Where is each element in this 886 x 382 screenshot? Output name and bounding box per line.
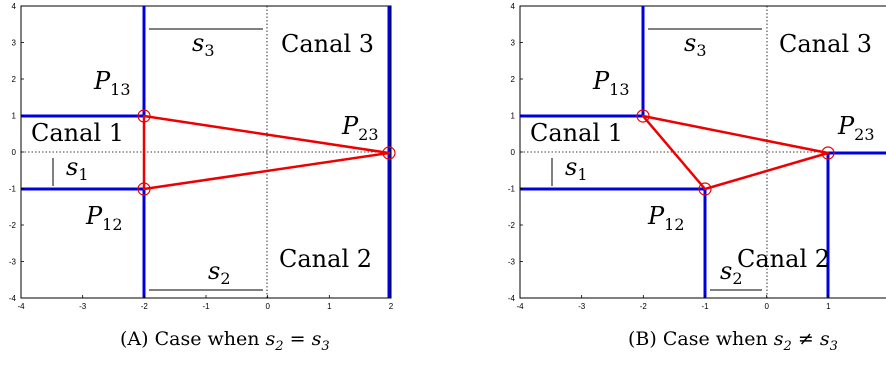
panel-a-p23-label: P23 [341, 112, 379, 144]
y-tick-label: 4 [12, 2, 17, 11]
caption-a-text: Case when [154, 328, 260, 350]
panel-a-s2-label: s2 [208, 257, 231, 288]
y-tick-label: 1 [511, 112, 516, 121]
panel-b: Canal 1 Canal 2 Canal 3 P13 P12 P23 s1 s… [508, 2, 886, 311]
caption-b: (B) Case when s2 ≠ s3 [628, 328, 838, 354]
caption-a-lhs: s2 [265, 328, 284, 354]
y-tick-label: 2 [511, 75, 516, 84]
y-tick-label: -1 [9, 185, 17, 194]
panel-a-p13-label: P13 [93, 67, 131, 99]
caption-a: (A) Case when s2 = s3 [120, 328, 330, 354]
panel-a: Canal 1 Canal 2 Canal 3 P13 P12 P23 s1 s… [9, 2, 396, 311]
x-tick-label: 1 [826, 302, 831, 311]
y-tick-label: -2 [9, 221, 17, 230]
panel-a-point-p12 [137, 182, 151, 196]
x-tick-label: -2 [141, 302, 149, 311]
x-tick-label: -2 [640, 302, 648, 311]
caption-b-text: Case when [662, 328, 768, 350]
panel-a-canal1-label: Canal 1 [31, 119, 124, 147]
panel-b-ticks: -4 -3 -2 -1 0 1 4 3 2 1 0 -1 -2 -3 -4 [508, 2, 831, 311]
y-tick-label: 0 [511, 148, 516, 157]
panel-a-point-p23 [382, 146, 396, 160]
panel-a-ticks: -4 -3 -2 -1 0 1 2 4 3 2 1 0 -1 -2 -3 -4 [9, 2, 394, 311]
panel-b-p23-label: P23 [837, 112, 875, 144]
x-tick-label: -3 [79, 302, 87, 311]
panel-b-point-p12 [698, 182, 712, 196]
caption-b-lhs: s2 [773, 328, 792, 354]
x-tick-label: -1 [701, 302, 709, 311]
caption-a-op: = [289, 328, 306, 350]
y-tick-label: 4 [511, 2, 516, 11]
x-tick-label: -3 [578, 302, 586, 311]
x-tick-label: -4 [516, 302, 524, 311]
panel-b-point-p13 [636, 109, 650, 123]
y-tick-label: -4 [9, 294, 17, 303]
y-tick-label: 3 [12, 39, 17, 48]
y-tick-label: 3 [511, 39, 516, 48]
y-tick-label: -3 [508, 258, 516, 267]
y-tick-label: 2 [12, 75, 17, 84]
caption-a-rhs: s3 [311, 328, 330, 354]
panel-b-canal2-label: Canal 2 [737, 245, 830, 273]
panel-b-canal1-label: Canal 1 [530, 119, 623, 147]
y-tick-label: -4 [508, 294, 516, 303]
x-tick-label: -1 [202, 302, 210, 311]
panel-b-p12-label: P12 [647, 202, 685, 234]
panel-b-s1-label: s1 [565, 153, 588, 184]
panel-a-triangle [142, 114, 391, 191]
x-tick-label: 0 [265, 302, 270, 311]
panel-a-s3-label: s3 [192, 29, 215, 60]
y-tick-label: 0 [12, 148, 17, 157]
panel-a-p12-label: P12 [85, 202, 123, 234]
y-tick-label: -2 [508, 221, 516, 230]
panel-b-p13-label: P13 [592, 67, 630, 99]
y-tick-label: -3 [9, 258, 17, 267]
caption-a-tag: (A) [120, 328, 149, 350]
panel-a-s1-label: s1 [66, 153, 89, 184]
panel-b-canal3-label: Canal 3 [779, 30, 872, 58]
x-tick-label: 2 [389, 302, 394, 311]
panel-a-canal3-label: Canal 3 [281, 30, 374, 58]
panel-a-canal2-label: Canal 2 [279, 245, 372, 273]
x-tick-label: 0 [764, 302, 769, 311]
y-tick-label: 1 [12, 112, 17, 121]
panel-a-point-p13 [137, 109, 151, 123]
panel-b-triangle [641, 114, 830, 191]
y-tick-label: -1 [508, 185, 516, 194]
x-tick-label: -4 [17, 302, 25, 311]
panel-b-s3-label: s3 [684, 29, 707, 60]
panel-b-point-p23 [821, 146, 835, 160]
caption-b-op: ≠ [797, 328, 814, 350]
x-tick-label: 1 [327, 302, 332, 311]
caption-b-tag: (B) [628, 328, 657, 350]
caption-b-rhs: s3 [819, 328, 838, 354]
